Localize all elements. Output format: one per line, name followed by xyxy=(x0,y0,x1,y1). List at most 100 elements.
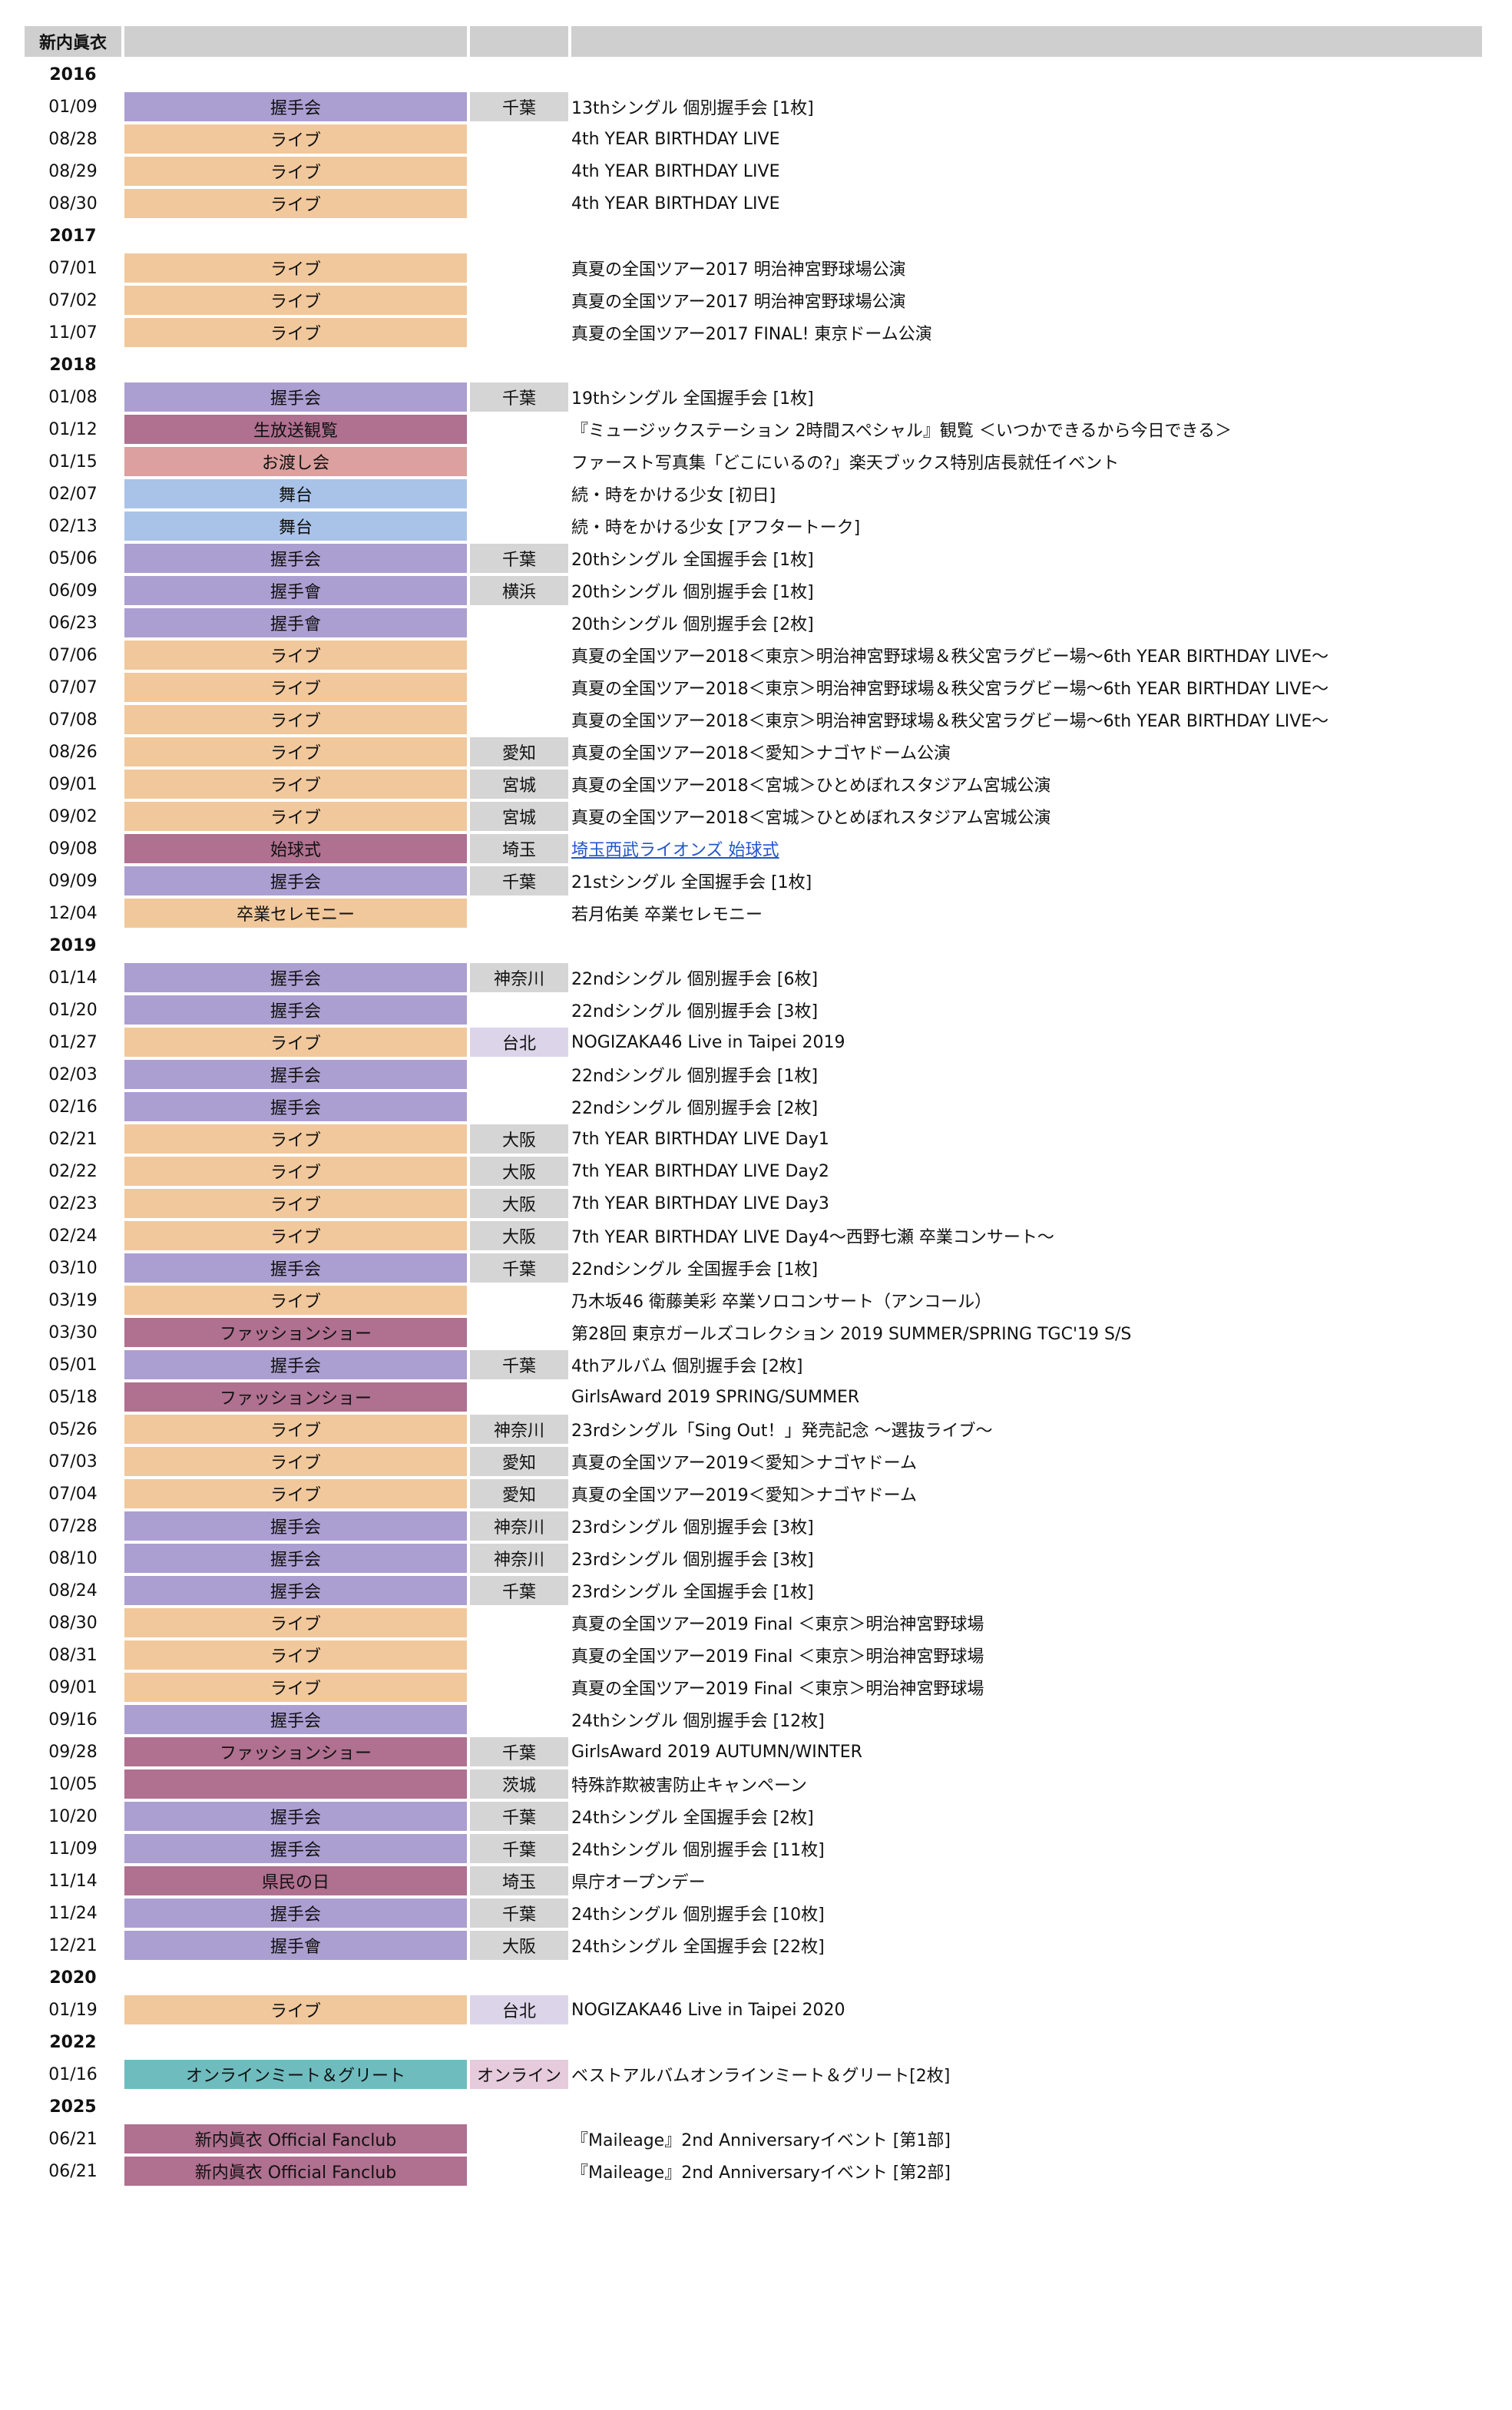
event-location xyxy=(470,511,568,541)
event-type-badge: 握手会 xyxy=(124,1576,467,1605)
event-date: 07/28 xyxy=(48,1516,98,1536)
table-row: 10/20 握手会 千葉 24thシングル 全国握手会 [2枚] xyxy=(25,1802,1482,1831)
event-description: 7th YEAR BIRTHDAY LIVE Day1 xyxy=(571,1129,829,1149)
event-description: 23rdシングル「Sing Out！」発売記念 〜選抜ライブ〜 xyxy=(571,1422,993,1441)
event-date: 05/06 xyxy=(48,548,98,568)
event-description: GirlsAward 2019 AUTUMN/WINTER xyxy=(571,1742,862,1762)
event-description: 22ndシングル 全国握手会 [1枚] xyxy=(571,1260,819,1279)
year-row: 2018 xyxy=(25,350,1482,379)
year-spacer xyxy=(124,2092,467,2121)
table-header-row: 新内眞衣 xyxy=(25,26,1482,57)
event-type-badge: ライブ xyxy=(124,1479,467,1508)
event-description: 24thシングル 全国握手会 [2枚] xyxy=(571,1809,814,1828)
event-type-badge: 握手会 xyxy=(124,866,467,895)
table-row: 07/07 ライブ 真夏の全国ツアー2018＜東京＞明治神宮野球場＆秩父宮ラグビー場… xyxy=(25,673,1482,702)
event-type-badge: ライブ xyxy=(124,124,467,154)
event-date: 02/07 xyxy=(48,484,98,504)
event-description: 真夏の全国ツアー2018＜東京＞明治神宮野球場＆秩父宮ラグビー場〜6th YEA… xyxy=(571,647,1329,667)
table-row: 06/23 握手會 20thシングル 個別握手会 [2枚] xyxy=(25,608,1482,637)
year-row: 2019 xyxy=(25,931,1482,960)
event-type-badge: ライブ xyxy=(124,1189,467,1218)
event-type-badge: ライブ xyxy=(124,770,467,799)
event-location xyxy=(470,673,568,702)
event-date: 02/22 xyxy=(48,1161,98,1181)
event-location: 千葉 xyxy=(470,1350,568,1379)
year-spacer xyxy=(571,350,1482,379)
event-description: 22ndシングル 個別握手会 [6枚] xyxy=(571,970,819,989)
year-spacer xyxy=(571,221,1482,250)
event-location: 埼玉 xyxy=(470,834,568,863)
event-date: 09/16 xyxy=(48,1710,98,1730)
event-description: 真夏の全国ツアー2019 Final ＜東京＞明治神宮野球場 xyxy=(571,1615,984,1634)
event-description: 真夏の全国ツアー2019 Final ＜東京＞明治神宮野球場 xyxy=(571,1680,984,1699)
year-spacer xyxy=(571,2092,1482,2121)
table-row: 09/02 ライブ 宮城 真夏の全国ツアー2018＜宮城＞ひとめぼれスタジアム宮城公演 xyxy=(25,802,1482,831)
event-location: 千葉 xyxy=(470,866,568,895)
event-date: 02/03 xyxy=(48,1064,98,1084)
event-location xyxy=(470,899,568,928)
event-type-badge: 握手会 xyxy=(124,1350,467,1379)
event-type-badge: ライブ xyxy=(124,1286,467,1315)
table-row: 11/24 握手会 千葉 24thシングル 個別握手会 [10枚] xyxy=(25,1899,1482,1928)
event-location: 宮城 xyxy=(470,802,568,831)
year-spacer xyxy=(124,221,467,250)
event-type-badge: ファッションショー xyxy=(124,1737,467,1766)
event-date: 06/21 xyxy=(48,2161,98,2181)
event-type-badge: ライブ xyxy=(124,1608,467,1637)
event-description: 23rdシングル 個別握手会 [3枚] xyxy=(571,1551,814,1570)
event-date: 09/01 xyxy=(48,1677,98,1697)
event-location xyxy=(470,2157,568,2186)
event-description: 第28回 東京ガールズコレクション 2019 SUMMER/SPRING TGC… xyxy=(571,1325,1132,1344)
type-header xyxy=(124,26,467,57)
event-type-badge: 握手会 xyxy=(124,1060,467,1089)
year-label: 2016 xyxy=(49,65,97,84)
event-type-badge: 握手会 xyxy=(124,1092,467,1121)
event-type-badge: 握手会 xyxy=(124,1511,467,1541)
event-date: 01/09 xyxy=(48,97,98,117)
table-row: 08/31 ライブ 真夏の全国ツアー2019 Final ＜東京＞明治神宮野球場 xyxy=(25,1640,1482,1670)
event-date: 08/26 xyxy=(48,742,98,762)
table-row: 08/28 ライブ 4th YEAR BIRTHDAY LIVE xyxy=(25,124,1482,154)
event-type-badge: 握手会 xyxy=(124,1705,467,1734)
event-description: 真夏の全国ツアー2017 明治神宮野球場公演 xyxy=(571,260,906,280)
event-location: 愛知 xyxy=(470,1479,568,1508)
event-location: 千葉 xyxy=(470,1802,568,1831)
event-link[interactable]: 埼玉西武ライオンズ 始球式 xyxy=(571,841,779,860)
event-location xyxy=(470,479,568,508)
event-location xyxy=(470,1318,568,1347)
event-date: 06/21 xyxy=(48,2129,98,2149)
event-location: 神奈川 xyxy=(470,963,568,992)
event-description: 『ミュージックステーション 2時間スペシャル』観覧 ＜いつかできるから今日できる… xyxy=(571,422,1232,441)
year-spacer xyxy=(571,1963,1482,1992)
event-location: 千葉 xyxy=(470,92,568,121)
year-row: 2020 xyxy=(25,1963,1482,1992)
year-spacer xyxy=(470,350,568,379)
event-type-badge: 卒業セレモニー xyxy=(124,899,467,928)
event-location: 大阪 xyxy=(470,1189,568,1218)
table-row: 01/19 ライブ 台北 NOGIZAKA46 Live in Taipei 2020 xyxy=(25,1995,1482,2024)
event-date: 02/24 xyxy=(48,1226,98,1246)
event-description: ベストアルバムオンラインミート＆グリート[2枚] xyxy=(571,2067,951,2086)
event-type-badge: 握手会 xyxy=(124,1253,467,1283)
event-location: 横浜 xyxy=(470,576,568,605)
event-type-badge: 握手會 xyxy=(124,1931,467,1960)
event-location xyxy=(470,253,568,283)
event-date: 09/09 xyxy=(48,871,98,891)
event-type-badge: 舞台 xyxy=(124,479,467,508)
table-row: 02/07 舞台 続・時をかける少女 [初日] xyxy=(25,479,1482,508)
table-row: 01/27 ライブ 台北 NOGIZAKA46 Live in Taipei 2019 xyxy=(25,1028,1482,1057)
year-label: 2020 xyxy=(49,1968,97,1988)
event-description: 『Maileage』2nd Anniversaryイベント [第1部] xyxy=(571,2131,951,2150)
event-description: 23rdシングル 個別握手会 [3枚] xyxy=(571,1518,814,1538)
event-date: 10/05 xyxy=(48,1774,98,1794)
event-date: 07/06 xyxy=(48,645,98,665)
event-description: 若月佑美 卒業セレモニー xyxy=(571,905,763,925)
event-type-badge: 握手会 xyxy=(124,382,467,412)
event-date: 01/15 xyxy=(48,452,98,472)
event-description: 続・時をかける少女 [アフタートーク] xyxy=(571,518,861,538)
event-location: 千葉 xyxy=(470,1737,568,1766)
table-row: 07/02 ライブ 真夏の全国ツアー2017 明治神宮野球場公演 xyxy=(25,286,1482,315)
event-location xyxy=(470,1673,568,1702)
event-location: 千葉 xyxy=(470,1576,568,1605)
